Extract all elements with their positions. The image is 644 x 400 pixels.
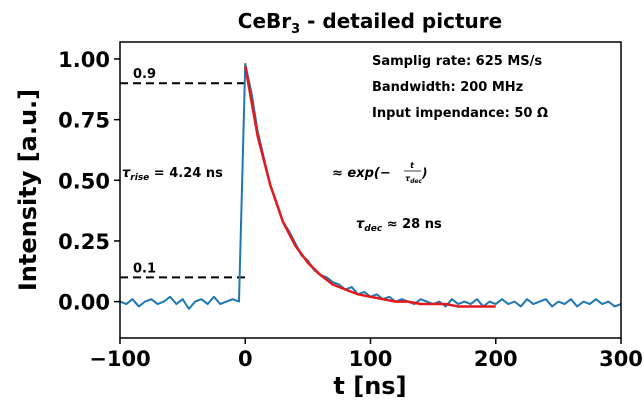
x-tick-label: 0 — [238, 347, 253, 371]
x-tick-label: 200 — [474, 347, 518, 371]
decay-annotation: τdec ≈ 28 ns — [356, 217, 442, 234]
x-tick-label: 300 — [599, 347, 643, 371]
rise-sub: rise — [130, 173, 149, 183]
decay-sub: dec — [364, 224, 383, 234]
x-tick-label: −100 — [89, 347, 150, 371]
fit-prefix: ≈ exp(− — [332, 166, 391, 181]
y-tick-label: 0.75 — [58, 109, 110, 133]
title-rest: - detailed picture — [300, 9, 502, 33]
fit-suffix: ) — [421, 166, 427, 180]
chart-title: CeBr3 - detailed picture — [238, 9, 502, 37]
y-tick-label: 1.00 — [58, 48, 110, 72]
reference-label: 0.9 — [133, 67, 156, 82]
plot-frame — [119, 41, 622, 339]
fit-denominator-sub: dec — [410, 178, 422, 185]
info-text: Input impendance: 50 Ω — [372, 106, 548, 121]
title-sub: 3 — [291, 22, 300, 37]
fit-denominator-symbol: τ — [405, 174, 411, 183]
rise-text: = 4.24 ns — [149, 166, 223, 181]
x-tick-label: 100 — [349, 347, 393, 371]
fit-numerator: t — [410, 161, 415, 170]
reference-label: 0.1 — [133, 261, 156, 276]
rise-annotation: τrise = 4.24 ns — [122, 166, 223, 183]
y-tick-label: 0.00 — [58, 291, 110, 315]
info-text: Samplig rate: 625 MS/s — [372, 54, 542, 69]
fit-denominator: τdec — [405, 174, 422, 185]
y-tick-label: 0.50 — [58, 169, 110, 193]
rise-symbol: τ — [122, 166, 131, 181]
x-axis-label: t [ns] — [333, 372, 406, 400]
title-main: CeBr — [238, 9, 291, 33]
info-text: Bandwidth: 200 MHz — [372, 80, 523, 95]
data-line — [119, 62, 622, 310]
decay-symbol: τ — [356, 217, 365, 232]
plot-area — [114, 41, 622, 344]
decay-text: ≈ 28 ns — [382, 217, 442, 232]
y-tick-label: 0.25 — [58, 230, 110, 254]
y-axis-label: Intensity [a.u.] — [14, 89, 42, 291]
fit-annotation: ≈ exp(− t τdec ) — [332, 161, 427, 185]
data-line — [244, 66, 496, 308]
